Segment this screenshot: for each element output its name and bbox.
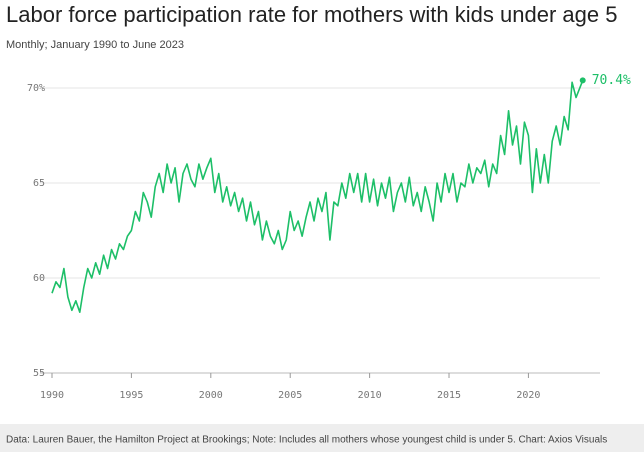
x-tick-label: 2015 [437,390,461,401]
line [51,80,584,313]
x-tick-label: 2010 [358,390,382,401]
footer-band [0,424,644,452]
y-tick-label: 70% [27,83,45,94]
end-dot [579,77,586,84]
x-tick-label: 1990 [40,390,64,401]
x-tick-label: 2000 [199,390,223,401]
y-tick-label: 65 [33,178,45,189]
annotation: 70.4% [592,73,631,88]
chart-title: Labor force participation rate for mothe… [6,2,617,27]
y-tick-label: 55 [33,368,45,379]
x-tick-label: 2020 [516,390,540,401]
chart-subtitle: Monthly; January 1990 to June 2023 [6,39,184,51]
x-tick-label: 2005 [278,390,302,401]
y-tick-label: 60 [33,273,45,284]
footer: Data: Lauren Bauer, the Hamilton Project… [6,435,607,446]
x-tick-label: 1995 [119,390,143,401]
